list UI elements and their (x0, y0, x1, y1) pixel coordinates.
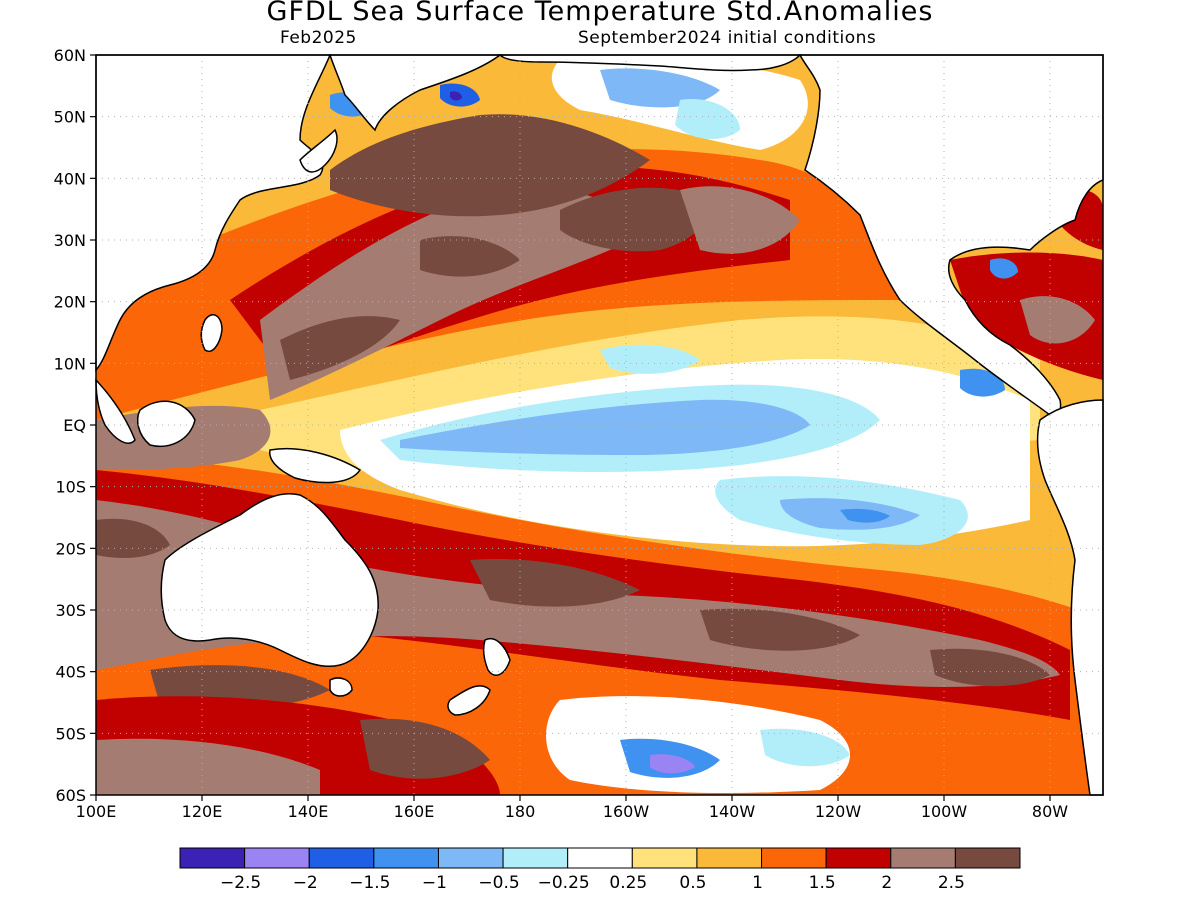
japan-island (299, 128, 338, 173)
new-zealand-south-island (447, 685, 491, 716)
lon-tick-label: 160E (394, 802, 435, 821)
new-zealand-north-island (482, 638, 511, 676)
colorbar-label: 1 (752, 873, 763, 893)
sumatra-island (95, 378, 136, 444)
tasmania-island (329, 677, 353, 697)
longitude-axis: 100E 120E 140E 160E 180 160W 140W 120W 100W 80W (76, 795, 1068, 821)
lat-tick-label: 10S (55, 478, 86, 497)
colorbar-swatch (954, 847, 1021, 869)
initial-conditions-label: September2024 initial conditions (578, 28, 877, 48)
lat-tick-label: 60S (55, 786, 86, 805)
lat-tick-label: 30N (54, 231, 86, 250)
lat-tick-label: 50N (54, 108, 86, 127)
colorbar-label: −1 (422, 873, 447, 893)
lat-tick-label: 60N (54, 46, 86, 65)
colorbar-swatch (825, 847, 892, 869)
alaska-landmass (498, 54, 802, 72)
colorbar-swatch (567, 847, 633, 869)
colorbar-swatch (437, 847, 504, 869)
map-title: GFDL Sea Surface Temperature Std.Anomali… (266, 0, 934, 27)
lat-tick-label: 50S (55, 724, 86, 743)
colorbar-swatch (373, 847, 439, 869)
colorbar-label: −2 (293, 873, 318, 893)
colorbar-label: 1.5 (809, 873, 836, 893)
philippines-islands (200, 314, 223, 352)
lat-tick-label: 40S (55, 663, 86, 682)
colorbar-label: −1.5 (349, 873, 390, 893)
new-guinea-island (269, 447, 362, 484)
colorbar-swatch (631, 847, 698, 869)
lon-tick-label: 140E (288, 802, 329, 821)
lat-tick-label: 20S (55, 539, 86, 558)
lat-tick-label: EQ (63, 416, 86, 435)
lon-tick-label: 160W (603, 802, 650, 821)
colorbar-label: −2.5 (220, 873, 261, 893)
forecast-month: Feb2025 (280, 28, 357, 48)
lat-tick-label: 20N (54, 293, 86, 312)
colorbar-label: −0.25 (538, 873, 590, 893)
lat-tick-label: 30S (55, 601, 86, 620)
colorbar-swatch (502, 847, 569, 869)
colorbar-swatch (179, 847, 246, 869)
lon-tick-label: 120W (815, 802, 862, 821)
colorbar: −2.5 −2 −1.5 −1 −0.5 −0.25 0.25 0.5 1 1.5 2 2.5 (179, 847, 1021, 893)
lon-tick-label: 180 (505, 802, 536, 821)
borneo-island (137, 400, 196, 447)
siberia-landmass (328, 54, 503, 132)
lon-tick-label: 100W (921, 802, 968, 821)
latitude-axis: 60N 50N 40N 30N 20N 10N EQ 10S 20S 30S 40S 50S 60S (54, 46, 96, 805)
lat-tick-label: 10N (54, 354, 86, 373)
colorbar-label: 0.25 (609, 873, 647, 893)
colorbar-swatch (696, 847, 763, 869)
lon-tick-label: 80W (1032, 802, 1068, 821)
colorbar-swatch (308, 847, 375, 869)
colorbar-swatch (761, 847, 827, 869)
colorbar-label: 2 (881, 873, 892, 893)
colorbar-label: 0.5 (679, 873, 706, 893)
lon-tick-label: 140W (709, 802, 756, 821)
lat-tick-label: 40N (54, 169, 86, 188)
anomaly-field (96, 55, 1103, 795)
land-masses (95, 54, 1104, 796)
lon-tick-label: 100E (76, 802, 117, 821)
colorbar-label: 2.5 (938, 873, 965, 893)
colorbar-label: −0.5 (478, 873, 519, 893)
colorbar-swatch (244, 847, 310, 869)
lon-tick-label: 120E (182, 802, 223, 821)
asia-landmass (95, 54, 332, 372)
colorbar-swatch (890, 847, 956, 869)
australia-landmass (160, 493, 379, 668)
